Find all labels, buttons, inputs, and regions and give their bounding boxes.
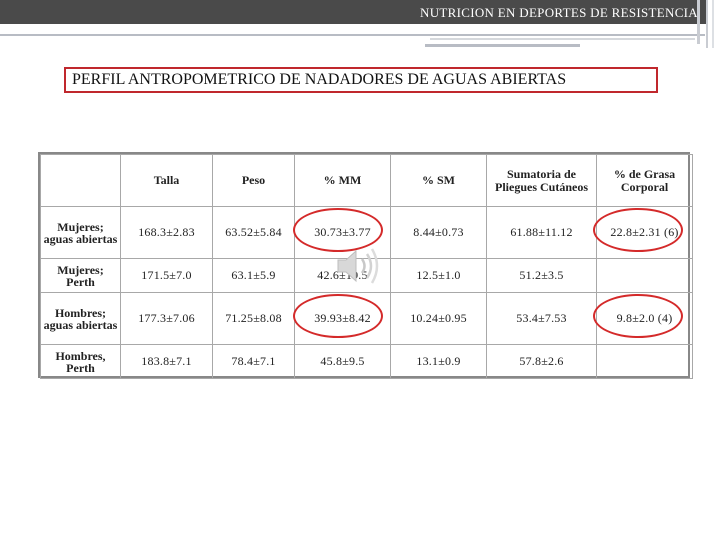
table-cell: 61.88±11.12 — [486, 206, 597, 259]
table-cell: 45.8±9.5 — [294, 344, 391, 379]
row-label: Hombres, Perth — [40, 344, 121, 379]
table-header-row: Talla Peso % MM % SM Sumatoria de Pliegu… — [40, 154, 693, 207]
slide-title: PERFIL ANTROPOMETRICO DE NADADORES DE AG… — [64, 67, 658, 93]
column-header-grasa: % de Grasa Corporal — [596, 154, 693, 207]
table-cell: 13.1±0.9 — [390, 344, 487, 379]
table-cell — [596, 258, 693, 293]
table-cell: 51.2±3.5 — [486, 258, 597, 293]
table-cell: 177.3±7.06 — [120, 292, 213, 345]
table-cell: 63.1±5.9 — [212, 258, 295, 293]
table-row: Hombres, Perth 183.8±7.1 78.4±7.1 45.8±9… — [40, 344, 693, 379]
highlight-circle-mm-men — [293, 294, 383, 338]
column-header-pliegues: Sumatoria de Pliegues Cutáneos — [486, 154, 597, 207]
header-rule-short — [425, 44, 580, 47]
highlight-circle-grasa-women — [593, 208, 683, 252]
column-header-sm: % SM — [390, 154, 487, 207]
table-cell: 171.5±7.0 — [120, 258, 213, 293]
speaker-icon[interactable] — [336, 246, 382, 286]
column-header-talla: Talla — [120, 154, 213, 207]
table-cell: 183.8±7.1 — [120, 344, 213, 379]
header-bar — [0, 0, 706, 24]
highlight-circle-grasa-men — [593, 294, 683, 338]
highlight-circle-mm-women — [293, 208, 383, 252]
table-cell — [596, 344, 693, 379]
table-cell: 53.4±7.53 — [486, 292, 597, 345]
header-title: NUTRICION EN DEPORTES DE RESISTENCIA — [420, 5, 698, 20]
table-cell: 63.52±5.84 — [212, 206, 295, 259]
table-cell: 57.8±2.6 — [486, 344, 597, 379]
header-vertical-bar-1 — [697, 0, 700, 44]
header-rule-long — [430, 38, 695, 40]
table-cell: 168.3±2.83 — [120, 206, 213, 259]
table-cell: 78.4±7.1 — [212, 344, 295, 379]
column-header-empty — [40, 154, 121, 207]
table-cell: 10.24±0.95 — [390, 292, 487, 345]
table-cell: 71.25±8.08 — [212, 292, 295, 345]
header-rule-gray — [0, 34, 705, 36]
column-header-peso: Peso — [212, 154, 295, 207]
row-label: Hombres; aguas abiertas — [40, 292, 121, 345]
header-vertical-bar-3 — [712, 0, 714, 48]
header-vertical-bar-2 — [706, 0, 708, 48]
column-header-mm: % MM — [294, 154, 391, 207]
row-label: Mujeres; Perth — [40, 258, 121, 293]
row-label: Mujeres; aguas abiertas — [40, 206, 121, 259]
table-cell: 8.44±0.73 — [390, 206, 487, 259]
table-cell: 12.5±1.0 — [390, 258, 487, 293]
